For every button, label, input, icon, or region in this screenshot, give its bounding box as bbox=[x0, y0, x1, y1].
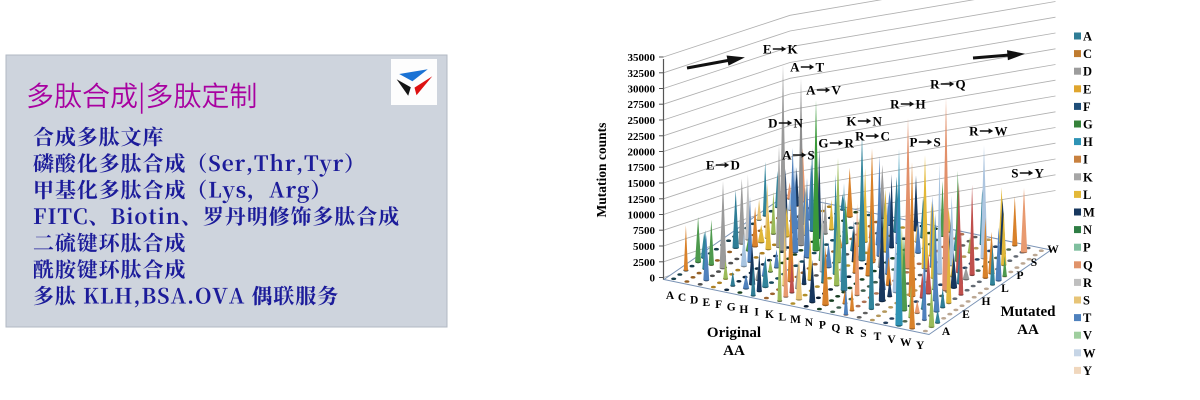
svg-text:R: R bbox=[855, 129, 865, 144]
svg-text:R: R bbox=[930, 77, 940, 92]
svg-text:W: W bbox=[995, 124, 1008, 139]
svg-text:15000: 15000 bbox=[628, 178, 656, 190]
svg-text:Mutation counts: Mutation counts bbox=[594, 123, 609, 218]
svg-text:W: W bbox=[900, 337, 912, 349]
svg-text:S: S bbox=[1011, 166, 1018, 181]
svg-text:W: W bbox=[1047, 244, 1059, 256]
svg-text:N: N bbox=[873, 114, 883, 129]
svg-text:E: E bbox=[962, 309, 970, 321]
svg-text:R: R bbox=[845, 325, 854, 337]
svg-text:K: K bbox=[846, 114, 857, 129]
svg-text:N: N bbox=[805, 317, 814, 329]
svg-text:22500: 22500 bbox=[628, 131, 656, 143]
svg-text:12500: 12500 bbox=[628, 194, 656, 206]
svg-text:R: R bbox=[890, 97, 900, 112]
svg-text:C: C bbox=[1083, 47, 1092, 61]
svg-text:10000: 10000 bbox=[628, 210, 656, 222]
svg-text:E: E bbox=[702, 297, 710, 309]
svg-text:D: D bbox=[1083, 65, 1092, 79]
svg-text:L: L bbox=[1083, 188, 1091, 202]
svg-text:20000: 20000 bbox=[628, 147, 656, 159]
svg-text:A: A bbox=[1083, 30, 1092, 44]
svg-text:32500: 32500 bbox=[628, 68, 656, 80]
svg-text:A: A bbox=[942, 326, 951, 338]
svg-text:P: P bbox=[910, 135, 918, 150]
svg-text:K: K bbox=[788, 42, 799, 57]
svg-text:D: D bbox=[731, 158, 740, 173]
svg-text:F: F bbox=[1083, 100, 1091, 114]
svg-text:P: P bbox=[1083, 241, 1091, 255]
svg-text:R: R bbox=[969, 124, 979, 139]
svg-text:W: W bbox=[1083, 346, 1096, 360]
svg-text:K: K bbox=[765, 309, 774, 321]
svg-text:V: V bbox=[832, 83, 842, 98]
svg-text:H: H bbox=[739, 304, 748, 316]
svg-text:S: S bbox=[860, 328, 866, 340]
svg-text:C: C bbox=[881, 129, 890, 144]
svg-text:AA: AA bbox=[723, 343, 745, 359]
svg-text:P: P bbox=[819, 320, 826, 332]
svg-text:G: G bbox=[1083, 118, 1093, 132]
svg-text:C: C bbox=[678, 292, 686, 304]
svg-text:R: R bbox=[845, 136, 855, 151]
svg-text:2500: 2500 bbox=[633, 257, 656, 269]
svg-text:Q: Q bbox=[1083, 258, 1093, 272]
svg-text:A: A bbox=[666, 290, 675, 302]
svg-text:E: E bbox=[1083, 82, 1091, 96]
svg-text:R: R bbox=[1083, 276, 1093, 290]
svg-text:Original: Original bbox=[707, 325, 761, 341]
svg-text:I: I bbox=[1083, 153, 1088, 167]
svg-text:AA: AA bbox=[1017, 322, 1039, 338]
svg-text:G: G bbox=[727, 302, 736, 314]
svg-text:A: A bbox=[790, 60, 800, 75]
svg-text:Y: Y bbox=[1035, 166, 1045, 181]
svg-text:Y: Y bbox=[916, 340, 925, 352]
svg-text:L: L bbox=[1001, 283, 1009, 295]
svg-text:H: H bbox=[1083, 135, 1093, 149]
svg-text:S: S bbox=[808, 148, 815, 163]
svg-text:K: K bbox=[1083, 170, 1093, 184]
svg-text:M: M bbox=[790, 314, 801, 326]
svg-text:5000: 5000 bbox=[633, 241, 656, 253]
svg-text:G: G bbox=[818, 136, 828, 151]
svg-text:35000: 35000 bbox=[628, 52, 656, 64]
svg-text:V: V bbox=[1083, 329, 1092, 343]
svg-text:M: M bbox=[1083, 206, 1095, 220]
svg-text:T: T bbox=[874, 331, 882, 343]
svg-text:T: T bbox=[816, 60, 825, 75]
svg-text:L: L bbox=[779, 312, 787, 324]
svg-text:T: T bbox=[1083, 311, 1092, 325]
svg-text:Y: Y bbox=[1083, 364, 1092, 378]
svg-text:P: P bbox=[1016, 270, 1023, 282]
svg-text:A: A bbox=[782, 148, 792, 163]
svg-text:27500: 27500 bbox=[628, 99, 656, 111]
svg-text:E: E bbox=[706, 158, 715, 173]
svg-text:S: S bbox=[1031, 257, 1037, 269]
svg-text:H: H bbox=[916, 97, 926, 112]
svg-text:D: D bbox=[690, 295, 698, 307]
svg-text:V: V bbox=[887, 334, 896, 346]
svg-text:Q: Q bbox=[956, 77, 966, 92]
svg-text:Mutated: Mutated bbox=[1001, 304, 1057, 320]
svg-text:S: S bbox=[1083, 294, 1090, 308]
svg-text:17500: 17500 bbox=[628, 162, 656, 174]
svg-text:N: N bbox=[1083, 223, 1092, 237]
svg-text:0: 0 bbox=[650, 273, 656, 285]
svg-text:D: D bbox=[768, 116, 777, 131]
svg-text:30000: 30000 bbox=[628, 84, 656, 96]
svg-text:E: E bbox=[763, 42, 772, 57]
svg-text:A: A bbox=[806, 83, 816, 98]
svg-text:F: F bbox=[715, 299, 722, 311]
svg-text:N: N bbox=[794, 116, 804, 131]
svg-text:S: S bbox=[934, 135, 941, 150]
svg-text:7500: 7500 bbox=[633, 225, 656, 237]
svg-text:I: I bbox=[754, 307, 759, 319]
svg-text:25000: 25000 bbox=[628, 115, 656, 127]
svg-text:H: H bbox=[982, 296, 991, 308]
svg-text:Q: Q bbox=[831, 322, 840, 334]
